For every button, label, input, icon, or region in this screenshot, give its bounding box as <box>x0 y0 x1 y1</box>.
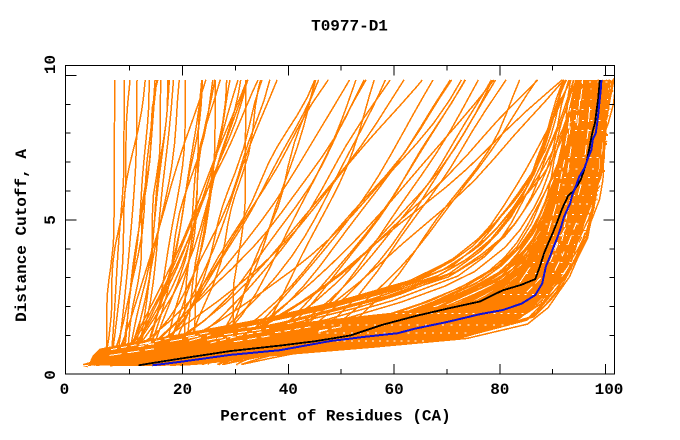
svg-text:20: 20 <box>173 381 192 399</box>
svg-text:Distance Cutoff, A: Distance Cutoff, A <box>13 149 31 322</box>
svg-text:Percent of Residues (CA): Percent of Residues (CA) <box>220 408 450 426</box>
svg-text:40: 40 <box>279 381 298 399</box>
svg-text:100: 100 <box>595 381 624 399</box>
svg-text:T0977-D1: T0977-D1 <box>311 18 388 36</box>
svg-text:80: 80 <box>490 381 509 399</box>
svg-text:0: 0 <box>60 381 70 399</box>
svg-text:60: 60 <box>384 381 403 399</box>
svg-text:0: 0 <box>42 370 60 380</box>
svg-text:5: 5 <box>42 215 60 225</box>
svg-text:10: 10 <box>42 55 60 74</box>
